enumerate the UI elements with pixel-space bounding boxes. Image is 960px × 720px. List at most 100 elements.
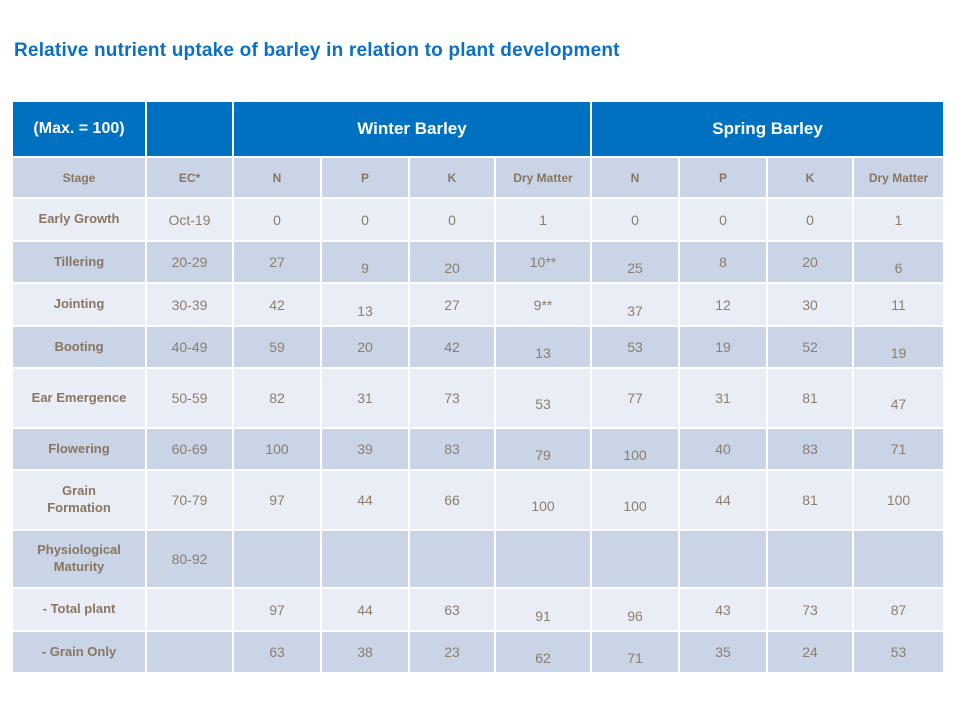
col-header-ec: EC* [145,156,234,199]
col-header-drymatter-spring: Dry Matter [851,156,946,199]
value-cell: 100 [851,469,946,531]
value-cell: 79 [494,427,592,471]
value-cell: 100 [232,427,322,471]
value-cell: 96 [590,587,680,632]
value-cell: 0 [320,197,410,242]
value-cell: 100 [494,469,592,531]
value-cell [766,529,854,589]
value-cell: 42 [232,282,322,327]
value-cell [320,529,410,589]
value-cell: 77 [590,367,680,429]
value-cell: 83 [408,427,496,471]
col-header-p-spring: P [678,156,768,199]
value-cell: 9** [494,282,592,327]
table-row: - Grain Only 63 38 23 62 71 35 24 53 [11,630,946,674]
table-row: Jointing 30-39 42 13 27 9** 37 12 30 11 [11,282,946,327]
value-cell: 23 [408,630,496,674]
stage-cell: - Grain Only [11,630,147,674]
value-cell [590,529,680,589]
value-cell: 83 [766,427,854,471]
stage-cell: Jointing [11,282,147,327]
table-row: Physiological Maturity 80-92 [11,529,946,589]
value-cell: 71 [851,427,946,471]
value-cell: 31 [678,367,768,429]
stage-cell: Early Growth [11,197,147,242]
value-cell: 19 [851,325,946,369]
table-row: Ear Emergence 50-59 82 31 73 53 77 31 81 47 [11,367,946,429]
value-cell: 25 [590,240,680,284]
ec-cell: 80-92 [145,529,234,589]
value-cell: 71 [590,630,680,674]
value-cell: 13 [494,325,592,369]
value-cell: 6 [851,240,946,284]
ec-cell: Oct-19 [145,197,234,242]
value-cell: 27 [408,282,496,327]
value-cell: 82 [232,367,322,429]
value-cell: 91 [494,587,592,632]
col-header-drymatter-winter: Dry Matter [494,156,592,199]
page-title: Relative nutrient uptake of barley in re… [14,40,620,61]
value-cell: 10** [494,240,592,284]
ec-cell: 70-79 [145,469,234,531]
table-row: Flowering 60-69 100 39 83 79 100 40 83 71 [11,427,946,471]
col-header-p-winter: P [320,156,410,199]
value-cell: 9 [320,240,410,284]
value-cell [678,529,768,589]
ec-cell: 30-39 [145,282,234,327]
value-cell: 66 [408,469,496,531]
value-cell: 20 [408,240,496,284]
value-cell: 40 [678,427,768,471]
value-cell: 63 [232,630,322,674]
value-cell: 44 [320,469,410,531]
spring-barley-group-header: Spring Barley [589,100,946,158]
value-cell: 97 [232,469,322,531]
ec-cell [145,630,234,674]
value-cell: 11 [851,282,946,327]
ec-cell: 60-69 [145,427,234,471]
value-cell [232,529,322,589]
value-cell: 44 [678,469,768,531]
value-cell: 0 [232,197,322,242]
value-cell: 38 [320,630,410,674]
winter-barley-group-header: Winter Barley [232,100,592,158]
stage-cell: Booting [11,325,147,369]
stage-cell: Tillering [11,240,147,284]
value-cell: 1 [494,197,592,242]
value-cell: 0 [678,197,768,242]
value-cell: 19 [678,325,768,369]
table-row: - Total plant 97 44 63 91 96 43 73 87 [11,587,946,632]
value-cell: 42 [408,325,496,369]
ec-cell: 40-49 [145,325,234,369]
value-cell: 63 [408,587,496,632]
value-cell: 37 [590,282,680,327]
table-row: Booting 40-49 59 20 42 13 53 19 52 19 [11,325,946,369]
table-row: Early Growth Oct-19 0 0 0 1 0 0 0 1 [11,197,946,242]
value-cell: 81 [766,469,854,531]
value-cell: 24 [766,630,854,674]
value-cell: 87 [851,587,946,632]
value-cell: 27 [232,240,322,284]
blank-header-cell [145,100,234,158]
value-cell: 0 [590,197,680,242]
value-cell: 0 [766,197,854,242]
corner-cell: (Max. = 100) [11,100,147,158]
value-cell: 0 [408,197,496,242]
value-cell: 20 [766,240,854,284]
value-cell [851,529,946,589]
value-cell: 35 [678,630,768,674]
stage-cell: Flowering [11,427,147,471]
ec-cell: 50-59 [145,367,234,429]
col-header-k-winter: K [408,156,496,199]
stage-cell: Ear Emergence [11,367,147,429]
value-cell: 8 [678,240,768,284]
table-row: Grain Formation 70-79 97 44 66 100 100 44 81 100 [11,469,946,531]
value-cell: 73 [408,367,496,429]
value-cell: 44 [320,587,410,632]
value-cell: 97 [232,587,322,632]
value-cell: 62 [494,630,592,674]
table-row: Tillering 20-29 27 9 20 10** 25 8 20 6 [11,240,946,284]
value-cell: 53 [590,325,680,369]
value-cell: 100 [590,469,680,531]
value-cell: 53 [851,630,946,674]
stage-cell: Grain Formation [11,469,147,531]
